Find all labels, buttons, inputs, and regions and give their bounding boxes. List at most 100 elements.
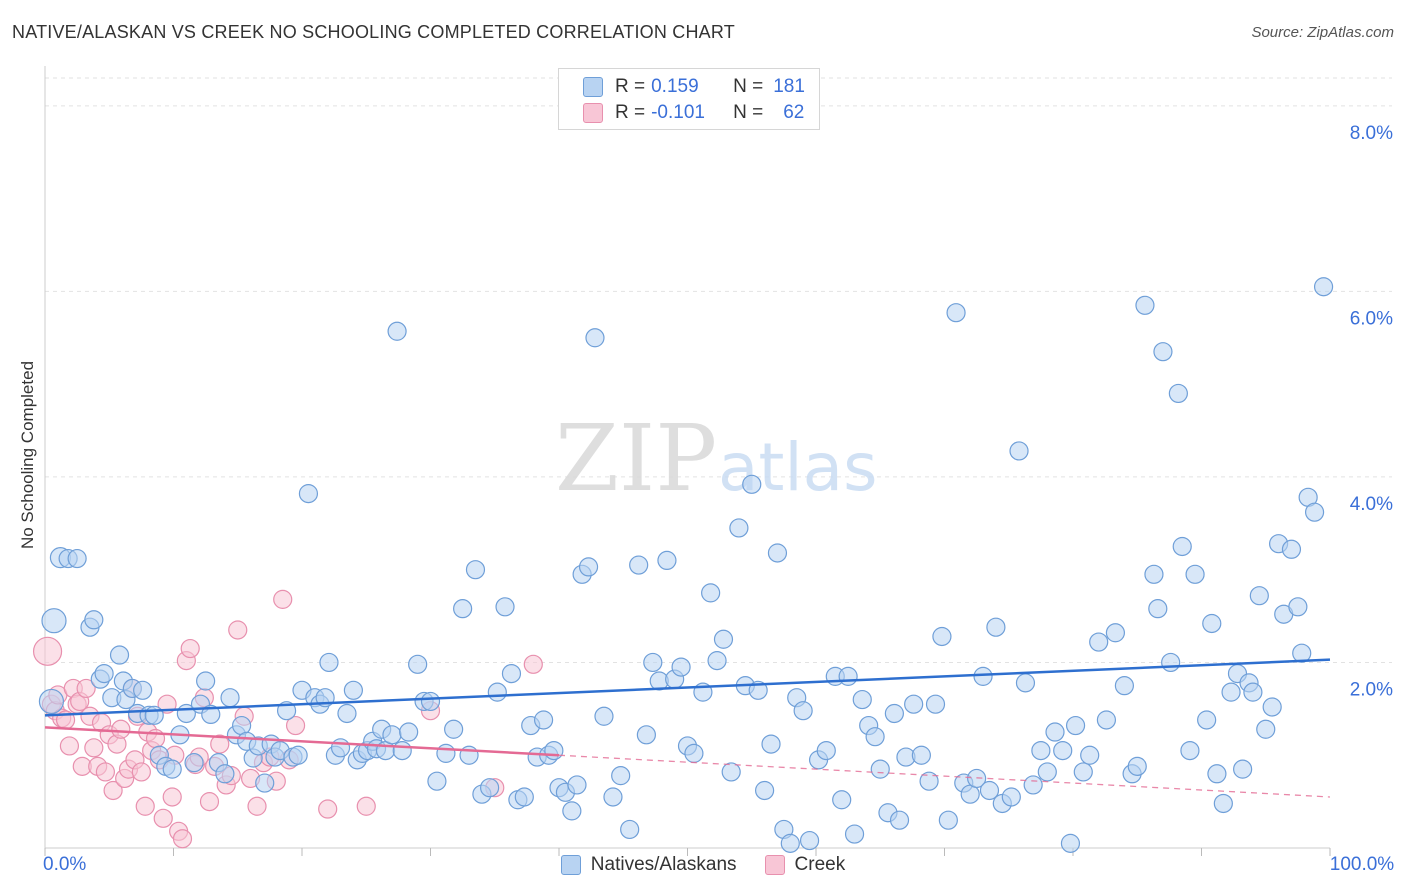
- natives-point: [487, 682, 507, 702]
- natives-point: [729, 518, 749, 538]
- natives-point: [480, 778, 500, 798]
- natives-point: [1168, 383, 1188, 404]
- legend-n-label: N =: [733, 76, 764, 97]
- legend-item-natives[interactable]: Natives/Alaskans: [560, 854, 737, 876]
- natives-point: [1148, 599, 1168, 619]
- natives-point: [1105, 623, 1126, 643]
- legend-swatch-natives: [560, 855, 581, 875]
- natives-point: [1114, 676, 1135, 696]
- natives-point: [330, 738, 351, 758]
- natives-point: [636, 725, 656, 745]
- creek-point: [172, 829, 193, 849]
- y-tick-label: 6.0%: [1350, 308, 1393, 329]
- natives-point: [1221, 682, 1241, 702]
- creek-point: [523, 654, 543, 674]
- creek-point: [131, 762, 151, 782]
- natives-point: [196, 671, 216, 691]
- legend-r-label: R =: [615, 76, 646, 97]
- natives-point: [707, 651, 727, 671]
- natives-point: [594, 706, 614, 726]
- creek-point: [285, 715, 306, 736]
- natives-point: [382, 725, 402, 745]
- natives-point: [1135, 295, 1155, 315]
- natives-point: [742, 474, 762, 494]
- creek-point: [95, 762, 115, 782]
- natives-point: [1256, 719, 1276, 739]
- natives-point: [1304, 502, 1325, 522]
- natives-point: [643, 652, 663, 673]
- creek-point: [162, 787, 182, 807]
- natives-point: [1031, 740, 1051, 761]
- legend-label-creek: Creek: [794, 854, 846, 875]
- natives-point: [620, 819, 640, 840]
- natives-point: [514, 787, 534, 807]
- creek-point: [356, 796, 376, 816]
- natives-point: [671, 657, 691, 677]
- natives-point: [408, 654, 428, 674]
- tick-labels: 2.0% 4.0% 6.0% 8.0% 0.0% 100.0%: [43, 123, 1394, 875]
- natives-point: [1127, 756, 1147, 776]
- natives-point: [392, 740, 412, 761]
- legend-swatch-natives: [583, 77, 603, 97]
- natives-point: [1053, 740, 1073, 761]
- source-label: Source: ZipAtlas.com: [1251, 24, 1394, 41]
- natives-point: [220, 688, 240, 708]
- natives-point: [701, 583, 721, 603]
- natives-point: [453, 599, 473, 619]
- natives-point: [420, 691, 441, 712]
- natives-point: [919, 771, 939, 791]
- natives-point: [1001, 787, 1021, 807]
- natives-point: [319, 652, 339, 673]
- natives-point: [133, 680, 153, 700]
- natives-point: [780, 833, 800, 853]
- natives-point: [1281, 539, 1302, 559]
- natives-point: [1089, 632, 1109, 652]
- natives-point: [567, 775, 587, 795]
- legend-n-value: 62: [783, 102, 805, 123]
- natives-point: [288, 745, 308, 765]
- creek-point: [59, 736, 80, 756]
- natives-point: [657, 550, 677, 571]
- chart-title: NATIVE/ALASKAN VS CREEK NO SCHOOLING COM…: [12, 22, 735, 42]
- natives-point: [201, 704, 221, 725]
- natives-point: [1023, 775, 1043, 795]
- natives-point: [41, 608, 67, 634]
- natives-point: [465, 560, 486, 580]
- y-tick-label: 8.0%: [1350, 123, 1393, 144]
- natives-point: [684, 743, 704, 763]
- legend-swatch-creek: [583, 103, 603, 123]
- creek-trend-line: [44, 726, 560, 757]
- natives-point: [255, 773, 275, 793]
- natives-point: [1180, 740, 1200, 761]
- natives-point: [865, 727, 885, 747]
- natives-point: [67, 548, 87, 569]
- creek-point: [228, 620, 248, 640]
- series-legend: Natives/Alaskans Creek: [0, 852, 1406, 878]
- natives-point: [1096, 710, 1117, 730]
- natives-point: [799, 830, 820, 851]
- natives-point: [1288, 597, 1308, 617]
- natives-point: [832, 790, 852, 810]
- natives-point: [1207, 764, 1227, 784]
- natives-point: [767, 543, 788, 563]
- natives-point: [1153, 342, 1173, 362]
- legend-row-natives: R = 0.159 N = 181: [583, 74, 805, 100]
- natives-point: [562, 801, 582, 821]
- natives-point: [870, 759, 890, 779]
- natives-point: [844, 824, 865, 844]
- natives-point: [533, 710, 554, 730]
- natives-point: [144, 705, 164, 725]
- trend-lines: [44, 658, 1331, 798]
- creek-point: [318, 799, 338, 819]
- y-tick-label: 2.0%: [1350, 679, 1393, 700]
- natives-point: [1073, 762, 1093, 782]
- natives-point: [501, 663, 522, 684]
- natives-point: [1213, 793, 1233, 814]
- natives-point: [721, 762, 741, 782]
- creek-point: [199, 792, 220, 812]
- legend-r-label: R =: [615, 102, 646, 123]
- legend-item-creek[interactable]: Creek: [764, 854, 846, 876]
- natives-point: [109, 645, 130, 665]
- natives-point: [979, 780, 1000, 801]
- natives-point: [946, 303, 966, 323]
